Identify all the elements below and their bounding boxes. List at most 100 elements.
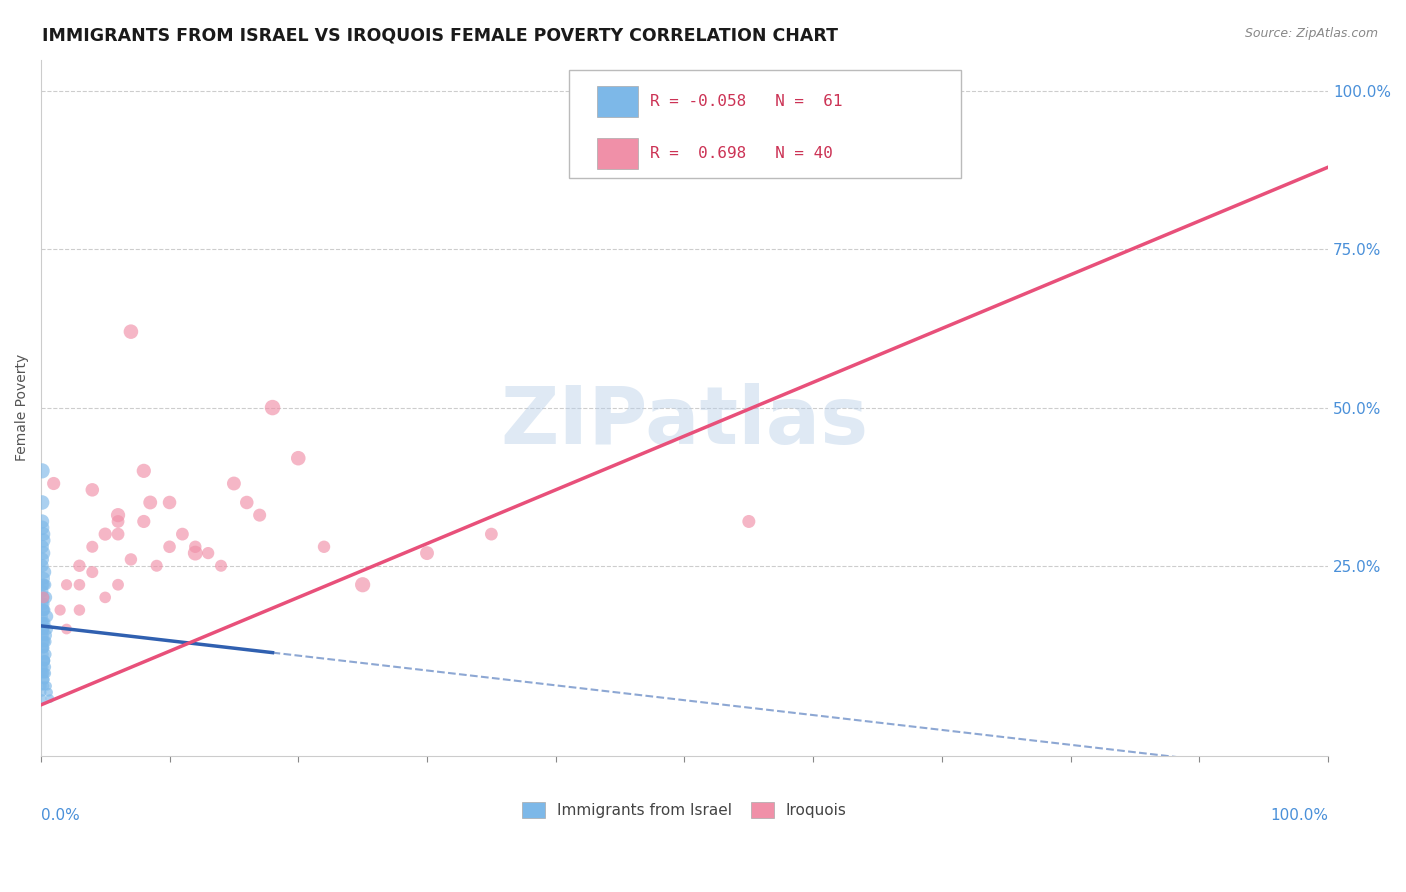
Point xyxy=(352,578,374,592)
Point xyxy=(35,660,58,674)
Point xyxy=(82,540,104,554)
Point xyxy=(32,660,55,674)
Point xyxy=(222,476,245,491)
Point xyxy=(31,584,53,599)
Point xyxy=(32,546,55,560)
Point xyxy=(82,565,104,579)
Point xyxy=(42,476,65,491)
Text: 0.0%: 0.0% xyxy=(41,808,80,822)
Y-axis label: Female Poverty: Female Poverty xyxy=(15,354,30,461)
Point xyxy=(31,679,53,693)
Point xyxy=(32,527,55,541)
Point xyxy=(132,515,155,529)
Point xyxy=(34,615,56,630)
Point xyxy=(67,578,90,592)
Point xyxy=(38,685,60,699)
Point xyxy=(209,558,232,573)
Point xyxy=(32,648,55,662)
Point xyxy=(31,495,53,509)
Point xyxy=(31,660,53,674)
Point xyxy=(32,615,55,630)
Point xyxy=(32,628,55,642)
Point xyxy=(31,540,53,554)
Point xyxy=(31,691,53,706)
Text: ZIPatlas: ZIPatlas xyxy=(501,383,869,460)
Point xyxy=(34,603,56,617)
Point xyxy=(197,546,219,560)
Point xyxy=(31,597,53,611)
Point xyxy=(32,603,55,617)
Point xyxy=(31,666,53,681)
Point xyxy=(34,673,56,687)
Point xyxy=(34,666,56,681)
Point xyxy=(67,603,90,617)
Point xyxy=(172,527,194,541)
Bar xyxy=(598,138,638,169)
Point xyxy=(32,622,55,636)
Point xyxy=(32,591,55,605)
Point xyxy=(35,634,58,648)
Point xyxy=(38,691,60,706)
Point xyxy=(49,603,72,617)
Point xyxy=(107,527,129,541)
Text: 100.0%: 100.0% xyxy=(1270,808,1329,822)
Point xyxy=(37,679,59,693)
Point xyxy=(107,515,129,529)
Point xyxy=(94,591,117,605)
Point xyxy=(120,325,142,339)
Text: IMMIGRANTS FROM ISRAEL VS IROQUOIS FEMALE POVERTY CORRELATION CHART: IMMIGRANTS FROM ISRAEL VS IROQUOIS FEMAL… xyxy=(42,27,838,45)
Point xyxy=(32,571,55,585)
Point xyxy=(184,546,207,560)
Point xyxy=(34,654,56,668)
Text: R =  0.698   N = 40: R = 0.698 N = 40 xyxy=(650,145,832,161)
Point xyxy=(31,521,53,535)
Point xyxy=(55,578,77,592)
Point xyxy=(34,654,56,668)
Point xyxy=(416,546,439,560)
Point xyxy=(132,464,155,478)
Point xyxy=(287,451,309,466)
Point xyxy=(145,558,167,573)
Point xyxy=(37,609,59,624)
Point xyxy=(31,685,53,699)
Point xyxy=(34,640,56,655)
Point xyxy=(32,640,55,655)
Point xyxy=(249,508,271,523)
Text: R = -0.058   N =  61: R = -0.058 N = 61 xyxy=(650,94,842,109)
Point xyxy=(34,673,56,687)
Point xyxy=(31,615,53,630)
Point xyxy=(37,622,59,636)
Point xyxy=(31,552,53,566)
Point xyxy=(31,464,53,478)
Point xyxy=(32,578,55,592)
Point xyxy=(34,654,56,668)
Point xyxy=(35,628,58,642)
Point xyxy=(479,527,502,541)
Point xyxy=(94,527,117,541)
Point xyxy=(35,666,58,681)
Point xyxy=(31,628,53,642)
Point xyxy=(32,622,55,636)
Bar xyxy=(598,87,638,117)
Point xyxy=(32,634,55,648)
Point xyxy=(32,533,55,548)
Point xyxy=(107,508,129,523)
Point xyxy=(55,622,77,636)
Point xyxy=(31,515,53,529)
Point xyxy=(107,578,129,592)
Point xyxy=(184,540,207,554)
Point xyxy=(34,679,56,693)
Point xyxy=(31,609,53,624)
Point xyxy=(139,495,162,509)
Point xyxy=(35,591,58,605)
Point xyxy=(32,603,55,617)
Point xyxy=(262,401,284,415)
Text: Source: ZipAtlas.com: Source: ZipAtlas.com xyxy=(1244,27,1378,40)
Point xyxy=(67,558,90,573)
Point xyxy=(32,591,55,605)
Point xyxy=(236,495,259,509)
Legend: Immigrants from Israel, Iroquois: Immigrants from Israel, Iroquois xyxy=(516,797,853,824)
Point xyxy=(32,666,55,681)
Point xyxy=(35,648,58,662)
Point xyxy=(31,558,53,573)
